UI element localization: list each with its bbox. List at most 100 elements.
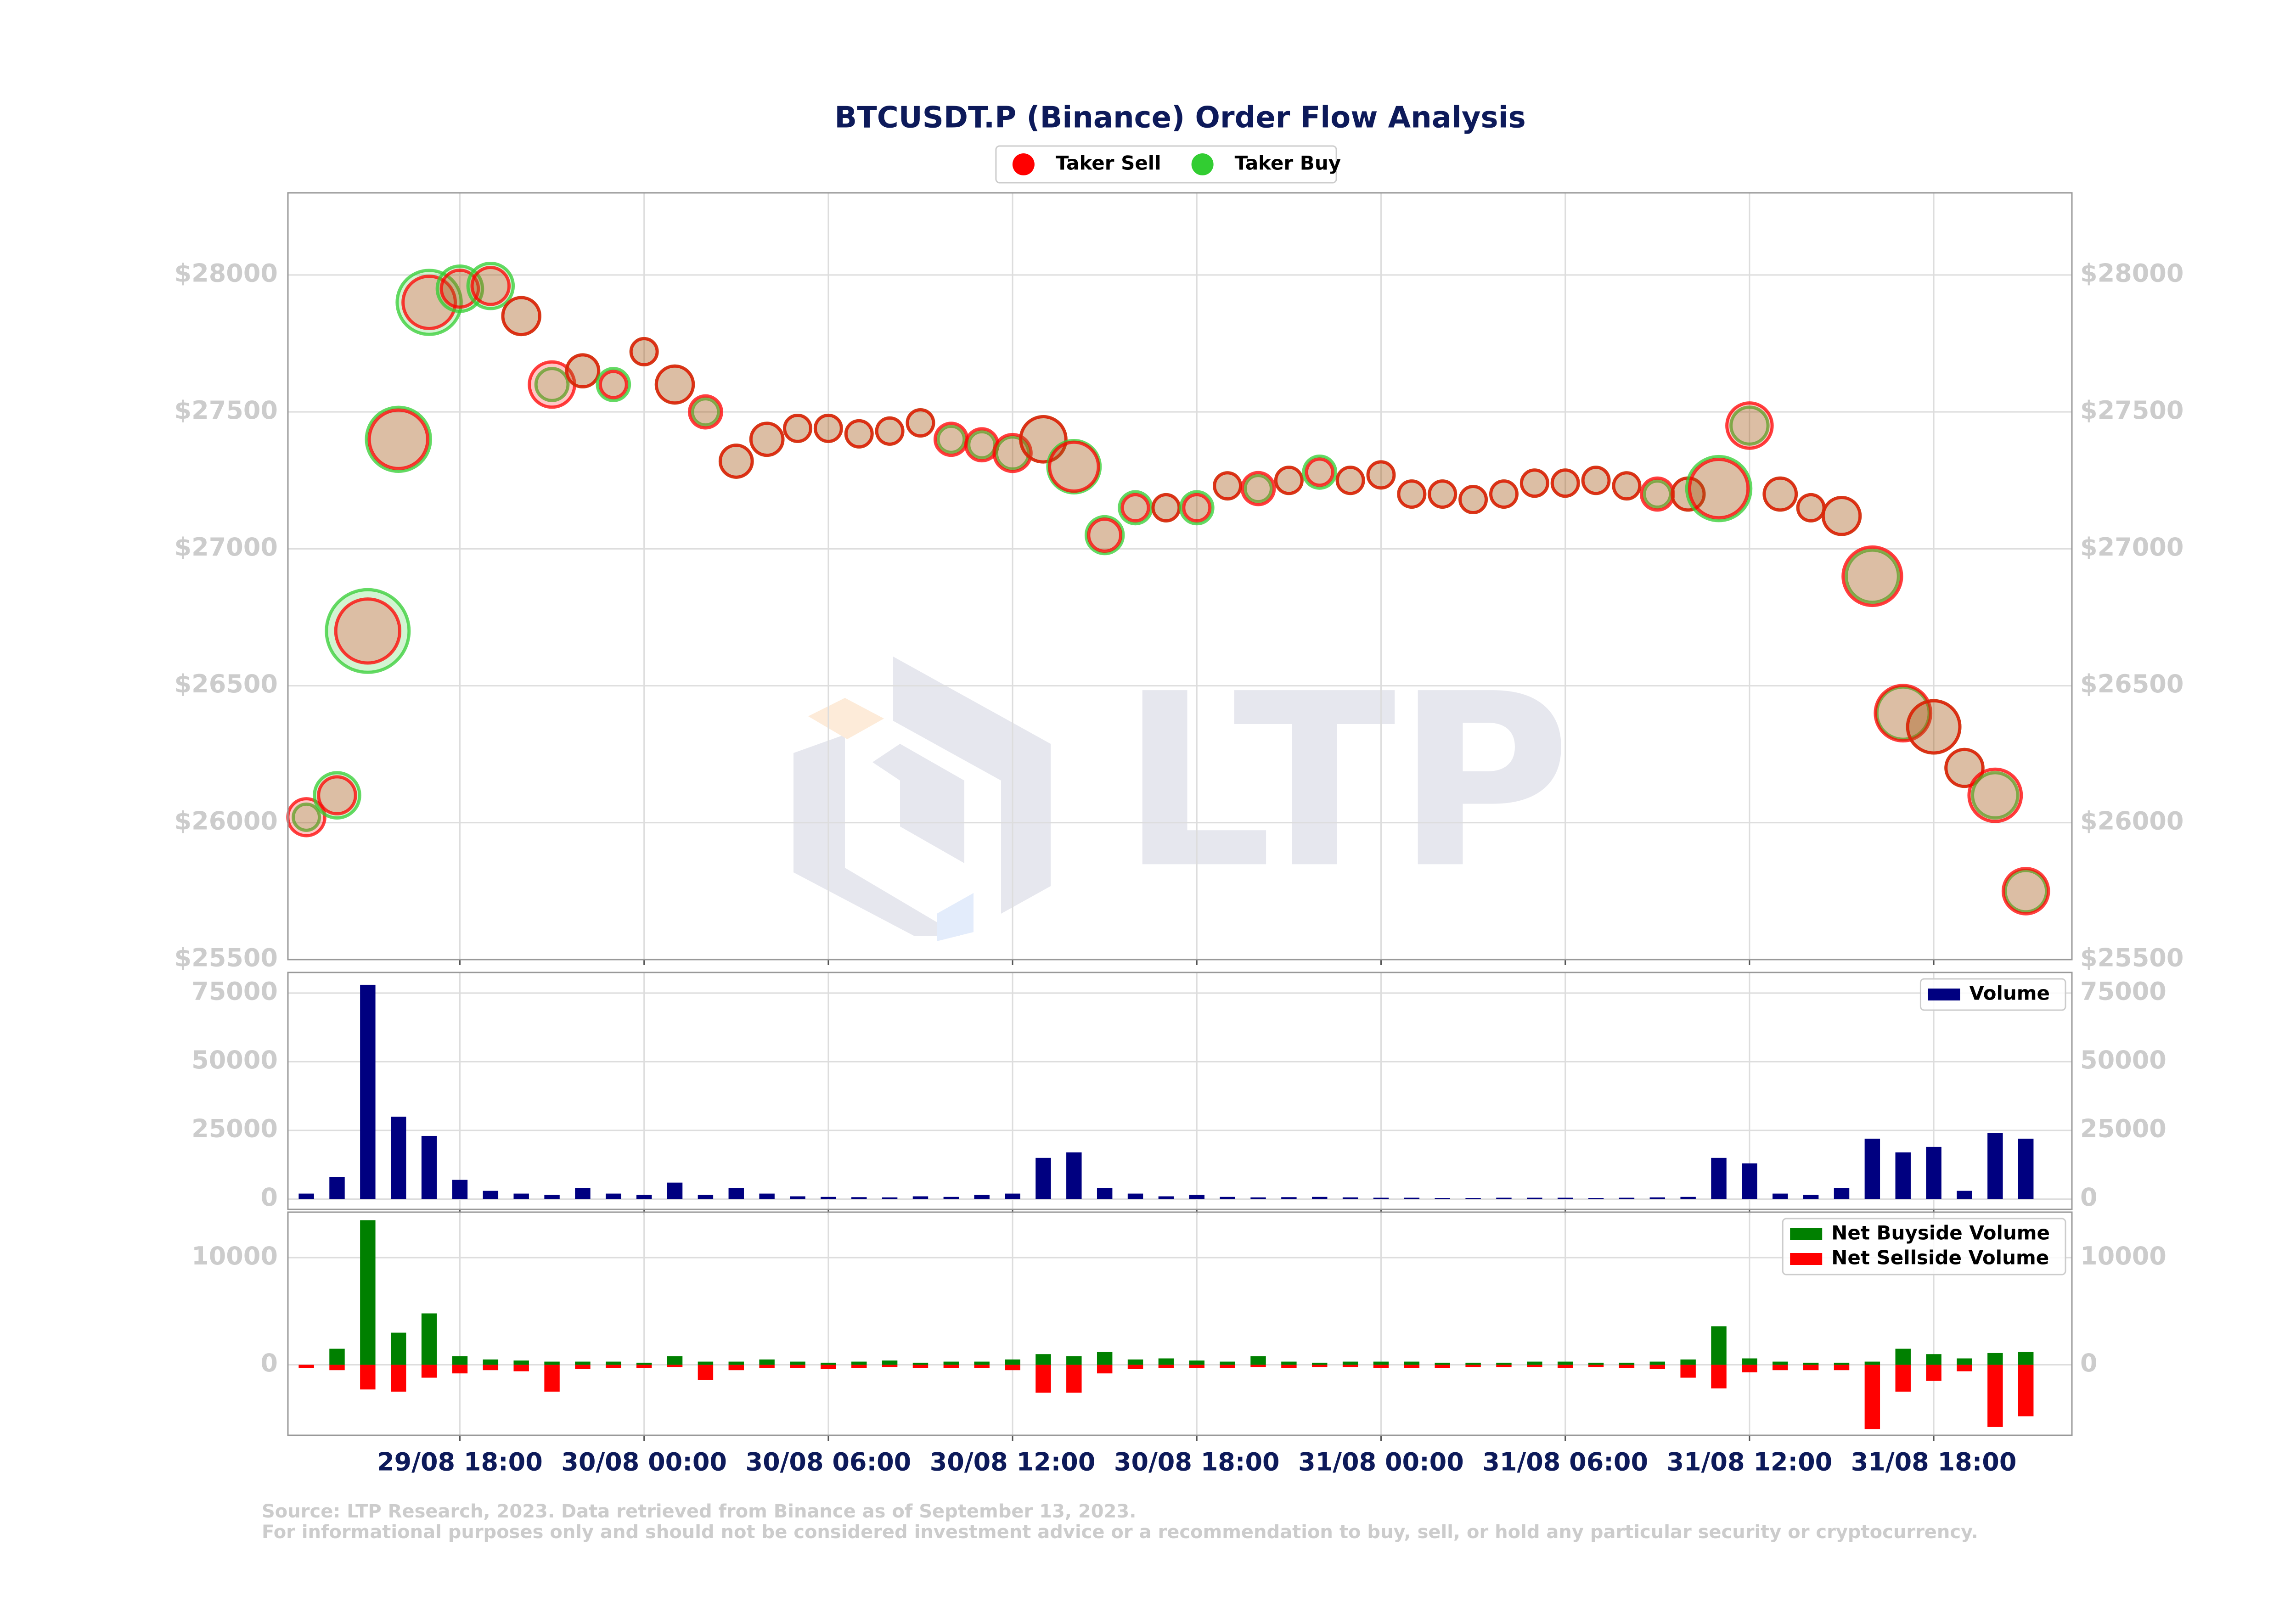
bubble — [1151, 493, 1181, 523]
bubble — [813, 413, 843, 443]
bubble — [718, 444, 754, 479]
bar — [1035, 1157, 1051, 1199]
bar — [1158, 1196, 1174, 1199]
bar — [943, 1361, 959, 1365]
bar — [1680, 1197, 1696, 1199]
bar — [882, 1197, 898, 1199]
bar — [1588, 1362, 1604, 1365]
bar — [1035, 1365, 1051, 1393]
bubble — [1519, 468, 1549, 498]
bar — [1773, 1361, 1788, 1365]
y-tick-label: $27000 — [2080, 533, 2183, 562]
bar — [1281, 1197, 1297, 1199]
bar — [483, 1365, 499, 1371]
plot-frame — [287, 1211, 2073, 1436]
legend-label: Taker Sell — [1056, 152, 1161, 174]
bar — [974, 1195, 990, 1199]
bar — [1987, 1365, 2003, 1427]
bar — [606, 1193, 621, 1199]
bar — [1158, 1358, 1174, 1365]
bar — [1527, 1361, 1542, 1365]
bar — [1435, 1198, 1450, 1199]
bar — [851, 1361, 867, 1365]
bar — [1711, 1157, 1727, 1199]
bar — [1588, 1365, 1604, 1367]
y-tick-label: 10000 — [2080, 1242, 2167, 1270]
bar — [1220, 1197, 1235, 1199]
bubble — [365, 405, 432, 473]
bar — [1742, 1358, 1757, 1365]
bubble — [688, 394, 723, 430]
legend-box — [1782, 1218, 2066, 1275]
bubble — [1397, 479, 1427, 509]
legend: Taker Sell Taker Buy — [995, 145, 1341, 184]
bar — [1834, 1365, 1850, 1371]
bar — [391, 1365, 406, 1392]
y-tick-label: 0 — [2080, 1349, 2098, 1377]
bar — [606, 1365, 621, 1368]
bubble — [1612, 471, 1642, 501]
bar — [728, 1365, 744, 1371]
legend-label: Net Buyside Volume — [1831, 1222, 2050, 1244]
bar — [421, 1135, 437, 1199]
bubble — [565, 353, 601, 389]
bar — [391, 1117, 406, 1199]
bubble — [1244, 474, 1273, 504]
x-tick-label: 30/08 12:00 — [930, 1448, 1096, 1477]
y-tick-label: 50000 — [2080, 1045, 2167, 1074]
bar — [1312, 1365, 1328, 1367]
bar — [759, 1365, 775, 1368]
bubble — [317, 775, 357, 815]
bar — [1435, 1365, 1450, 1368]
bubble — [1821, 496, 1862, 536]
bubble — [1688, 458, 1750, 520]
y-tick-label: 75000 — [191, 977, 278, 1006]
bar — [667, 1182, 683, 1199]
plot-frame — [287, 972, 2073, 1210]
bar — [1773, 1365, 1788, 1371]
bar — [1803, 1365, 1819, 1371]
bar — [2018, 1352, 2034, 1365]
bar — [1066, 1365, 1082, 1393]
chart-title: BTCUSDT.P (Binance) Order Flow Analysis — [834, 101, 1525, 135]
bar — [882, 1360, 898, 1365]
bubble — [1046, 439, 1102, 494]
bar — [1250, 1197, 1266, 1199]
bar — [1649, 1197, 1666, 1199]
y-tick-label: 75000 — [2080, 977, 2167, 1006]
bubble — [325, 588, 411, 674]
bar — [1895, 1349, 1911, 1365]
bar — [452, 1180, 468, 1199]
bar — [1005, 1359, 1020, 1365]
bar — [1527, 1365, 1542, 1367]
logo-shape — [793, 735, 960, 936]
bar — [1189, 1195, 1204, 1199]
bubble — [534, 367, 570, 402]
bar — [1864, 1361, 1880, 1365]
bar — [360, 984, 376, 1199]
bar — [1281, 1365, 1297, 1368]
bar — [1957, 1191, 1972, 1199]
bar — [1465, 1362, 1481, 1365]
bar — [1711, 1326, 1727, 1365]
y-tick-label: $25500 — [174, 944, 278, 972]
bar — [667, 1365, 683, 1367]
bar — [974, 1365, 990, 1368]
legend-box — [1919, 978, 2066, 1011]
bubble — [1906, 699, 1962, 755]
bar — [821, 1362, 836, 1365]
bar — [1066, 1152, 1082, 1199]
bubble — [1087, 517, 1123, 553]
bar — [421, 1313, 437, 1365]
bubble — [1366, 460, 1396, 490]
bar — [1987, 1353, 2003, 1365]
bar — [1496, 1362, 1512, 1365]
bubble — [933, 421, 969, 457]
bar — [1373, 1365, 1389, 1368]
bar — [974, 1361, 990, 1365]
bar — [1649, 1361, 1666, 1365]
bar — [1895, 1152, 1911, 1199]
bar — [1066, 1356, 1082, 1365]
logo-shape — [937, 893, 974, 941]
y-tick-label: 0 — [260, 1349, 278, 1377]
